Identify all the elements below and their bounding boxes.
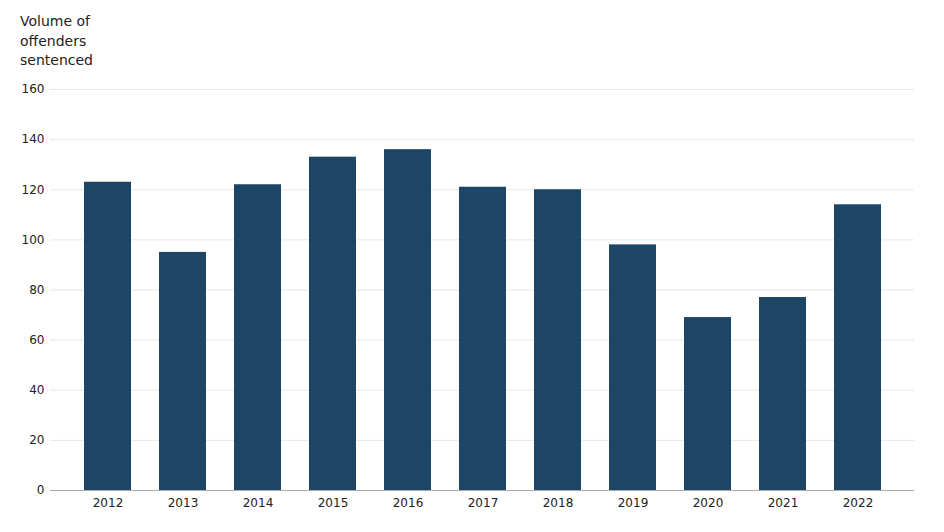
svg-text:2015: 2015 bbox=[318, 496, 349, 510]
svg-text:160: 160 bbox=[22, 82, 45, 96]
svg-text:20: 20 bbox=[29, 433, 44, 447]
svg-text:2012: 2012 bbox=[93, 496, 124, 510]
svg-text:2022: 2022 bbox=[843, 496, 874, 510]
svg-text:2021: 2021 bbox=[768, 496, 799, 510]
svg-text:120: 120 bbox=[22, 182, 45, 196]
svg-text:2014: 2014 bbox=[243, 496, 274, 510]
svg-text:2017: 2017 bbox=[468, 496, 499, 510]
svg-text:2018: 2018 bbox=[543, 496, 574, 510]
svg-text:2013: 2013 bbox=[168, 496, 199, 510]
svg-text:100: 100 bbox=[22, 232, 45, 246]
html-text:Volume of offenders sentenced: Volume of offenders sentenced bbox=[20, 13, 93, 69]
svg-text:80: 80 bbox=[29, 283, 44, 297]
svg-text:0: 0 bbox=[37, 483, 45, 497]
svg-text:140: 140 bbox=[22, 132, 45, 146]
svg-text:2020: 2020 bbox=[693, 496, 724, 510]
svg-text:2016: 2016 bbox=[393, 496, 424, 510]
svg-text:2019: 2019 bbox=[618, 496, 649, 510]
svg-text:60: 60 bbox=[29, 333, 44, 347]
svg-text:40: 40 bbox=[29, 383, 44, 397]
